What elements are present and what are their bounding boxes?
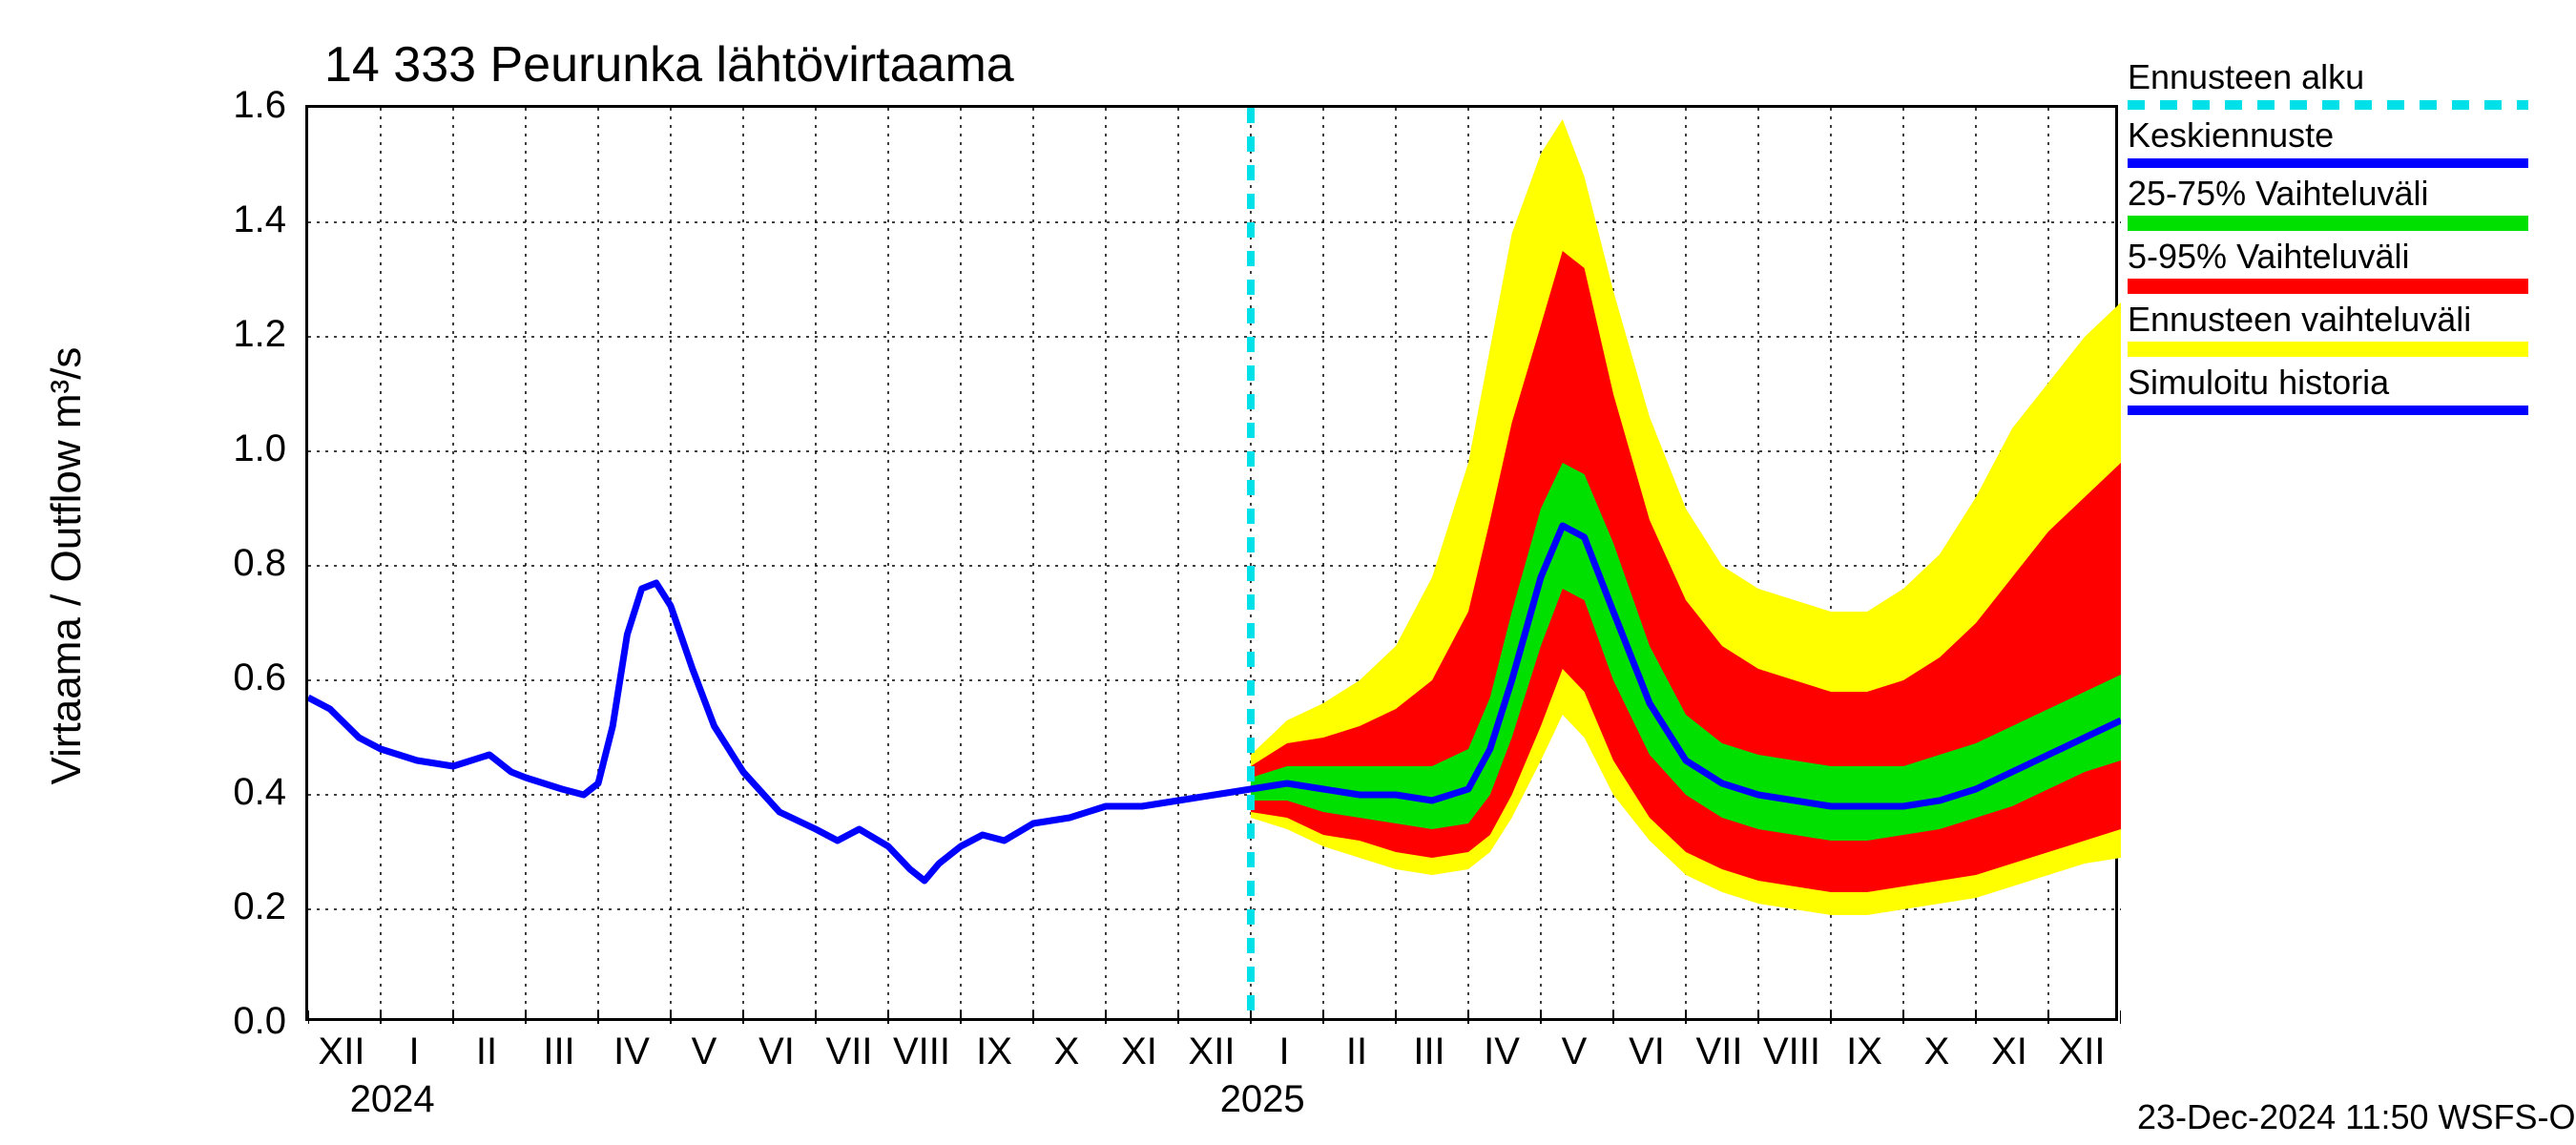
x-tick-month: I	[1246, 1030, 1322, 1073]
x-year-label: 2024	[335, 1078, 449, 1121]
x-tick-month: IX	[1826, 1030, 1902, 1073]
x-tick-month: VIII	[1754, 1030, 1830, 1073]
x-tick-month: III	[1391, 1030, 1467, 1073]
x-tick-month: VI	[738, 1030, 815, 1073]
y-tick: 0.0	[172, 1000, 286, 1043]
x-tick-month: III	[521, 1030, 597, 1073]
legend-label: Keskiennuste	[2128, 115, 2547, 156]
chart-title: 14 333 Peurunka lähtövirtaama	[324, 36, 1014, 94]
legend-label: Simuloitu historia	[2128, 363, 2547, 403]
x-tick-month: XII	[1174, 1030, 1250, 1073]
y-tick: 1.2	[172, 313, 286, 356]
x-tick-month: XI	[1971, 1030, 2047, 1073]
x-tick-month: V	[1536, 1030, 1612, 1073]
legend-item: 25-75% Vaihteluväli	[2128, 174, 2547, 231]
x-tick-month: VIII	[883, 1030, 960, 1073]
x-tick-month: IX	[956, 1030, 1032, 1073]
chart-svg	[308, 108, 2121, 1024]
y-tick: 1.6	[172, 84, 286, 127]
plot-area	[305, 105, 2118, 1021]
legend-swatch	[2128, 100, 2528, 110]
legend-label: 5-95% Vaihteluväli	[2128, 237, 2547, 277]
legend-swatch	[2128, 216, 2528, 231]
x-tick-month: IV	[593, 1030, 670, 1073]
x-tick-month: X	[1899, 1030, 1975, 1073]
legend-item: Ennusteen vaihteluväli	[2128, 300, 2547, 357]
x-tick-month: X	[1028, 1030, 1105, 1073]
y-tick: 1.4	[172, 198, 286, 241]
history-line	[308, 583, 1251, 881]
x-tick-month: II	[1319, 1030, 1395, 1073]
x-tick-month: II	[448, 1030, 525, 1073]
legend-label: Ennusteen vaihteluväli	[2128, 300, 2547, 340]
legend-item: 5-95% Vaihteluväli	[2128, 237, 2547, 294]
legend-swatch	[2128, 342, 2528, 357]
x-tick-month: VII	[1681, 1030, 1757, 1073]
y-tick: 0.2	[172, 885, 286, 928]
x-tick-month: IV	[1464, 1030, 1540, 1073]
footer-timestamp: 23-Dec-2024 11:50 WSFS-O	[2137, 1097, 2576, 1137]
legend-item: Simuloitu historia	[2128, 363, 2547, 415]
x-tick-month: V	[666, 1030, 742, 1073]
legend-swatch	[2128, 279, 2528, 294]
y-tick: 0.4	[172, 771, 286, 814]
legend-item: Keskiennuste	[2128, 115, 2547, 168]
y-axis-label: Virtaama / Outflow m³/s	[43, 280, 91, 852]
y-tick: 0.6	[172, 656, 286, 699]
legend-swatch	[2128, 158, 2528, 168]
x-tick-month: I	[376, 1030, 452, 1073]
x-year-label: 2025	[1205, 1078, 1319, 1121]
x-tick-month: XII	[2044, 1030, 2120, 1073]
legend-label: 25-75% Vaihteluväli	[2128, 174, 2547, 214]
legend-item: Ennusteen alku	[2128, 57, 2547, 110]
y-tick: 0.8	[172, 542, 286, 585]
x-tick-month: VII	[811, 1030, 887, 1073]
x-tick-month: XII	[303, 1030, 380, 1073]
y-tick: 1.0	[172, 427, 286, 470]
legend-label: Ennusteen alku	[2128, 57, 2547, 97]
x-ticks	[308, 1010, 2121, 1024]
page-root: 14 333 Peurunka lähtövirtaama Virtaama /…	[0, 0, 2576, 1145]
x-tick-month: XI	[1101, 1030, 1177, 1073]
legend-swatch	[2128, 406, 2528, 415]
legend: Ennusteen alku Keskiennuste 25-75% Vaihtel…	[2128, 57, 2547, 421]
x-tick-month: VI	[1609, 1030, 1685, 1073]
